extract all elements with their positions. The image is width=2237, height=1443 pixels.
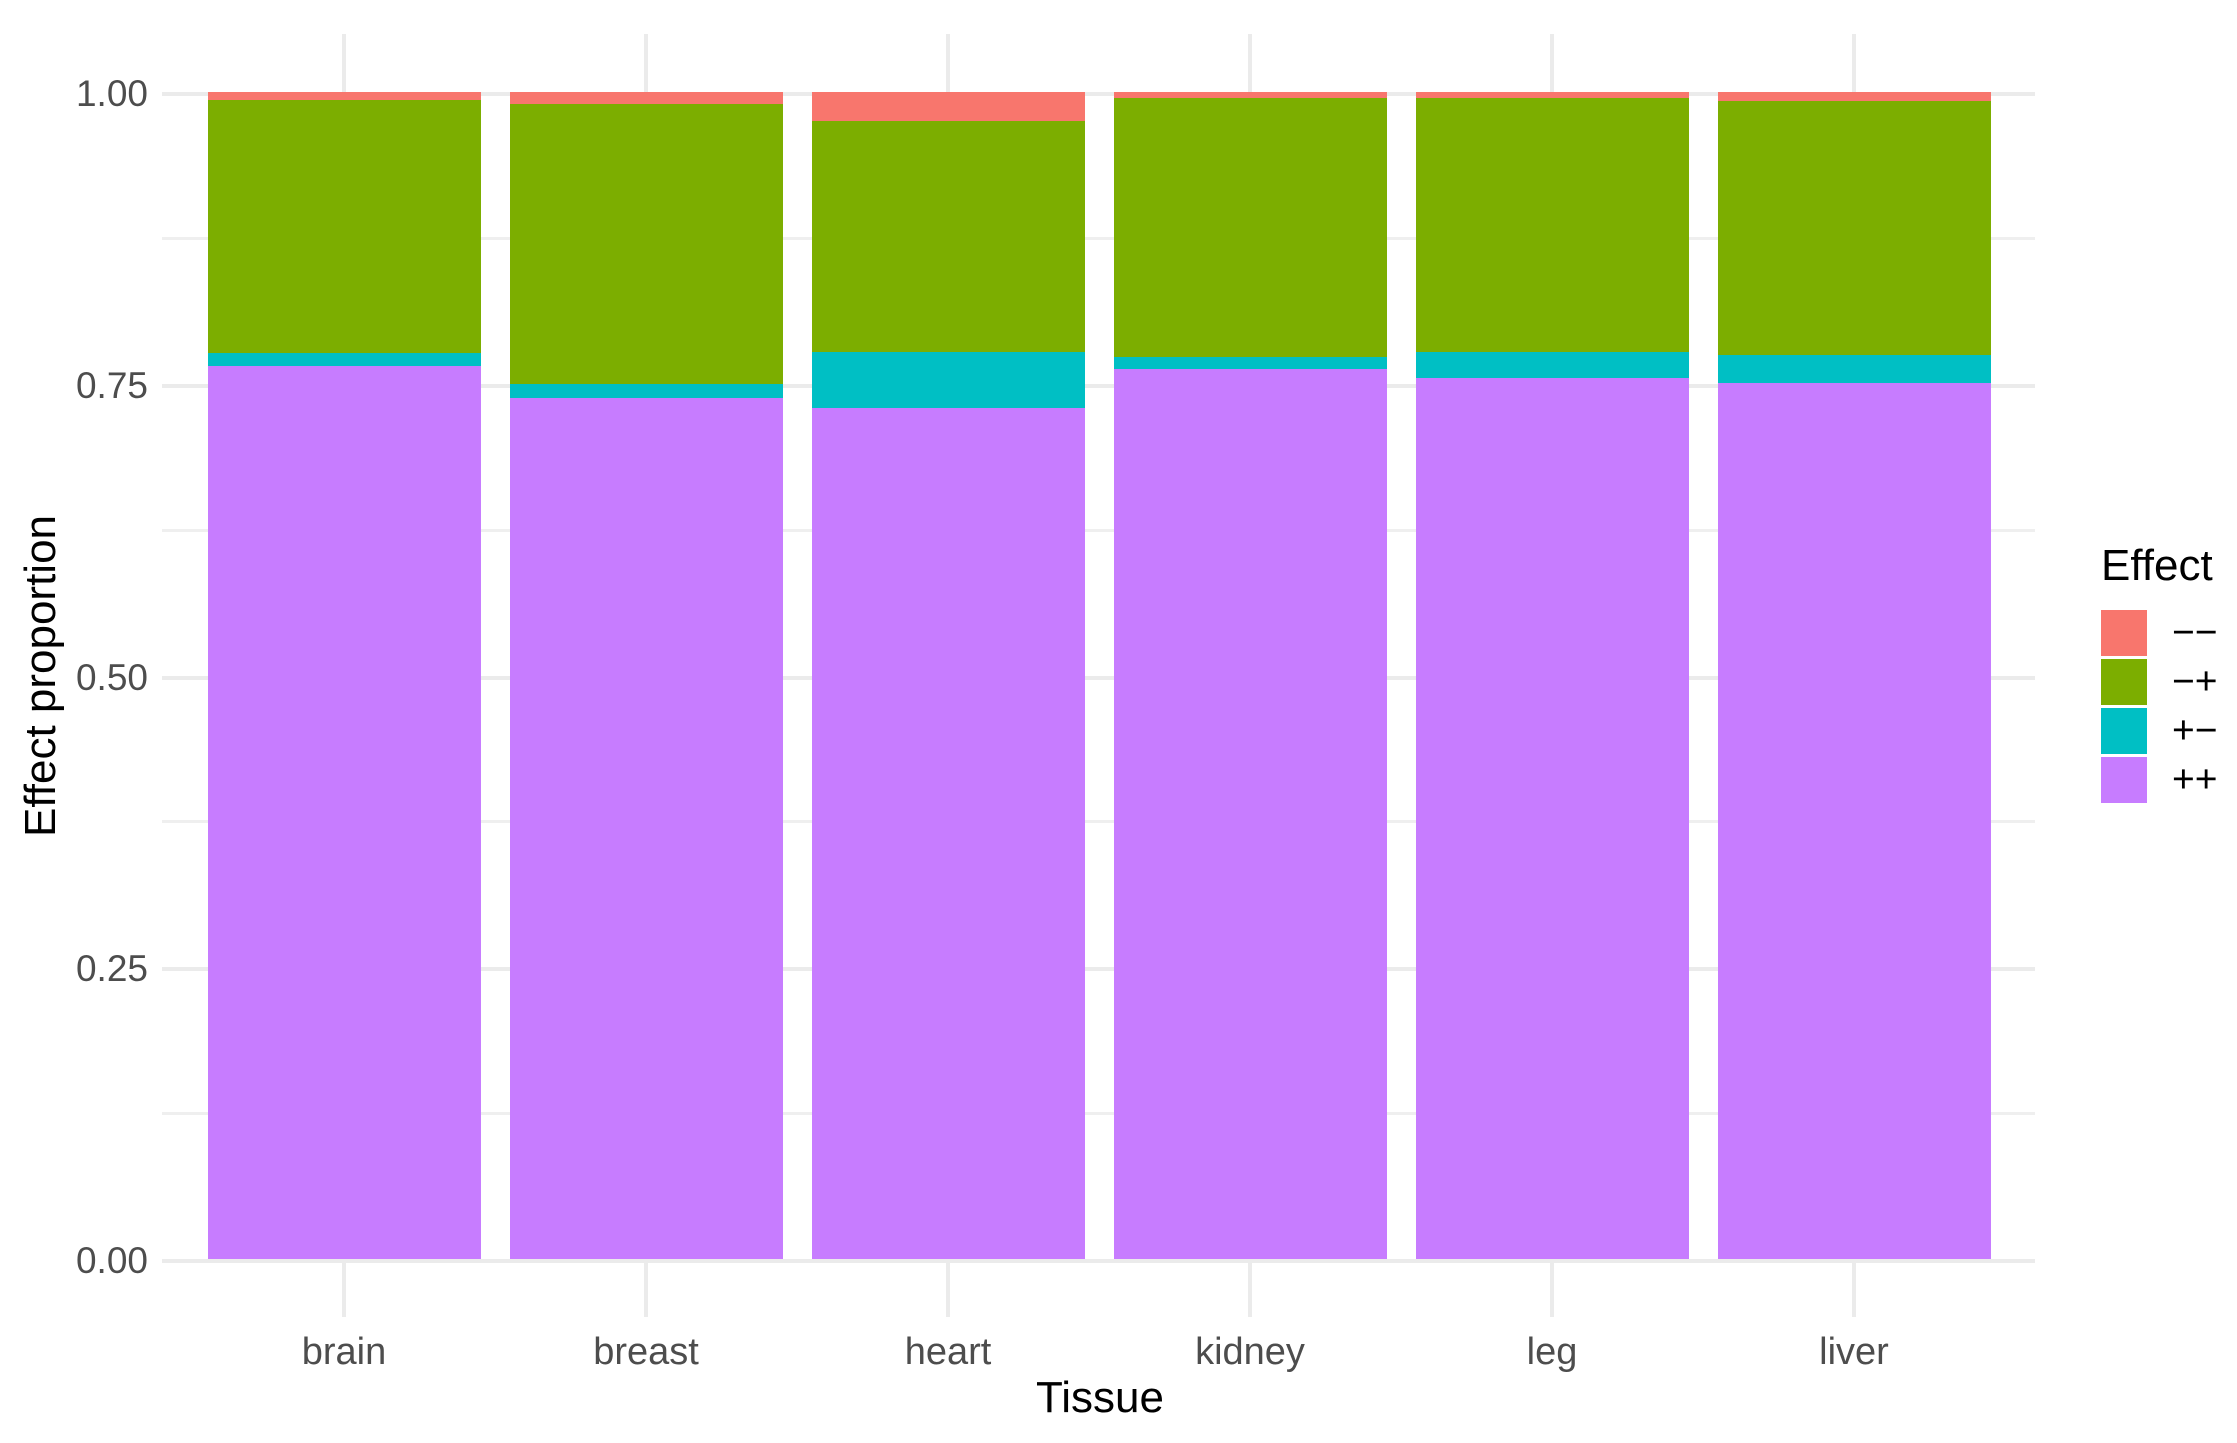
y-tick-label: 0.00 [75,1240,148,1281]
segment-brain [207,100,481,354]
segment-kidney [1113,97,1387,357]
bar-heart [811,34,1085,1317]
x-tick-label: heart [904,1331,992,1373]
segment-leg [1415,97,1689,353]
segment-kidney [1113,356,1387,369]
y-major-gridline [162,1259,2035,1263]
legend-item: ++ [2101,757,2237,803]
y-tick-label: 1.00 [75,73,148,114]
bar-kidney [1113,34,1387,1317]
y-major-gridline [162,383,2035,388]
segment-heart [811,352,1085,409]
y-tick-label: 0.25 [75,948,148,990]
legend-swatch [2101,757,2147,803]
legend-title: Effect [2101,541,2213,590]
legend-swatch [2101,659,2147,705]
segment-heart [811,121,1085,353]
y-minor-gridline [162,820,2035,824]
segment-brain [207,353,481,367]
segment-liver [1717,92,1991,102]
segment-breast [509,92,783,104]
segment-liver [1717,382,1991,1259]
y-major-gridline [162,967,2035,972]
legend-swatch [2101,708,2147,754]
legend-label: −+ [2172,660,2218,703]
y-minor-gridline [162,236,2035,240]
segment-breast [509,103,783,384]
legend-item: −+ [2101,659,2237,705]
legend-swatch [2101,610,2147,656]
legend-label: −− [2172,611,2218,654]
bar-liver [1717,34,1991,1317]
segment-leg [1415,377,1689,1259]
x-tick-label: leg [1526,1331,1578,1373]
bar-leg [1415,34,1689,1317]
x-tick-label: breast [593,1331,699,1373]
segment-heart [811,92,1085,122]
legend-label: ++ [2172,758,2218,801]
bar-brain [207,34,481,1317]
y-minor-gridline [162,528,2035,532]
bar-breast [509,34,783,1317]
y-major-gridline [162,92,2035,96]
y-tick-label: 0.75 [75,364,148,406]
x-tick-label: liver [1819,1331,1889,1373]
legend-label: +− [2172,709,2218,752]
y-minor-gridline [162,1112,2035,1116]
segment-leg [1415,92,1689,98]
segment-leg [1415,352,1689,378]
segment-liver [1717,101,1991,355]
segment-breast [509,397,783,1259]
segment-brain [207,92,481,101]
segment-heart [811,408,1085,1259]
segment-kidney [1113,92,1387,98]
x-tick-label: kidney [1195,1331,1305,1373]
x-tick-label: brain [301,1331,387,1373]
legend-items: −− −+ +− ++ [2101,610,2237,803]
y-tick-label: 0.50 [75,656,148,698]
x-axis-title: Tissue [1036,1373,1164,1422]
segment-kidney [1113,368,1387,1259]
segment-liver [1717,354,1991,383]
legend: Effect −− −+ +− ++ [2101,541,2237,806]
segment-breast [509,383,783,398]
legend-item: +− [2101,708,2237,754]
plot-panel [162,34,2035,1317]
segment-brain [207,366,481,1259]
y-major-gridline [162,675,2035,680]
legend-item: −− [2101,610,2237,656]
